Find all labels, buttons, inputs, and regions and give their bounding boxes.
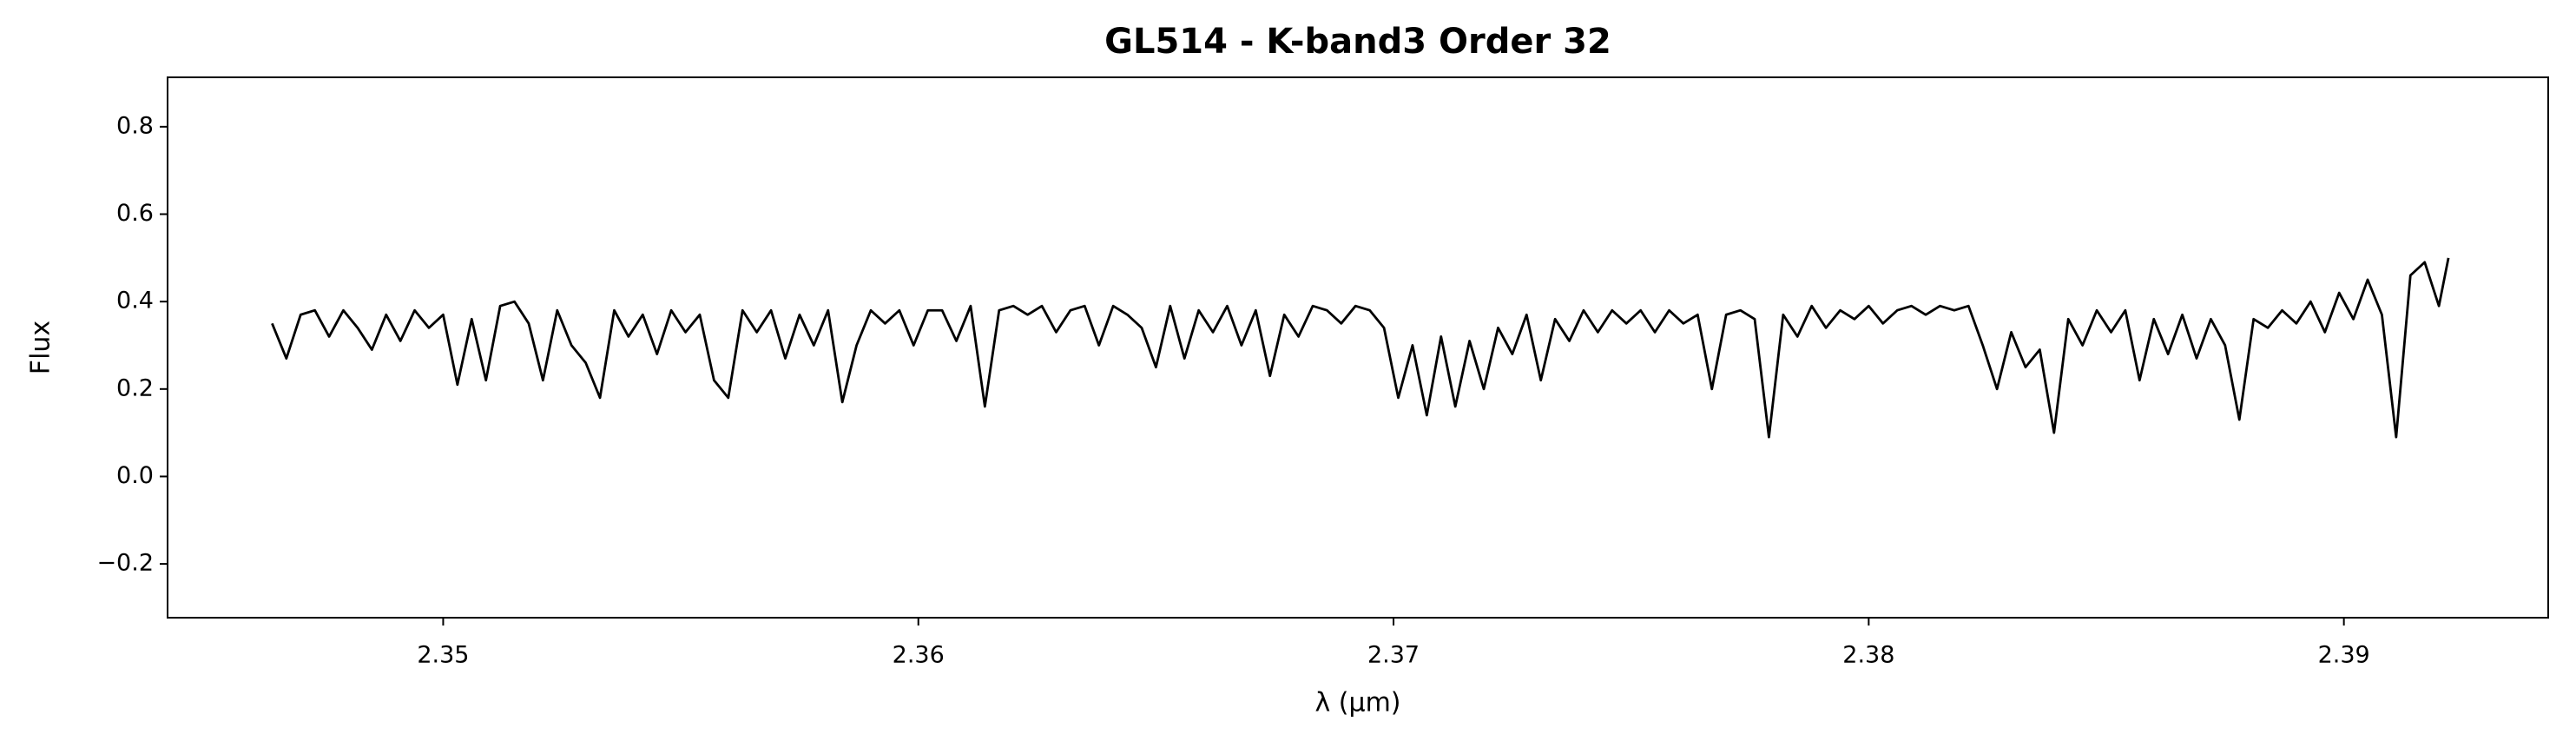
y-tick-label: −0.2 — [96, 550, 154, 577]
spectrum-line — [271, 257, 2450, 439]
y-tick-label: 0.4 — [116, 288, 154, 314]
x-tick-label: 2.35 — [417, 642, 469, 669]
x-tick-label: 2.36 — [893, 642, 945, 669]
x-axis-label: λ (μm) — [1314, 688, 1400, 718]
y-tick-label: 0.8 — [116, 112, 154, 139]
y-tick-label: 0.2 — [116, 374, 154, 401]
x-tick-label: 2.37 — [1367, 642, 1420, 669]
chart-title: GL514 - K-band3 Order 32 — [1104, 22, 1611, 62]
x-tick-label: 2.38 — [1842, 642, 1894, 669]
x-tick-label: 2.39 — [2318, 642, 2370, 669]
plot-frame — [167, 76, 2549, 619]
y-tick-label: 0.0 — [116, 462, 154, 489]
y-tick-label: 0.6 — [116, 200, 154, 227]
y-axis-label: Flux — [26, 321, 56, 374]
